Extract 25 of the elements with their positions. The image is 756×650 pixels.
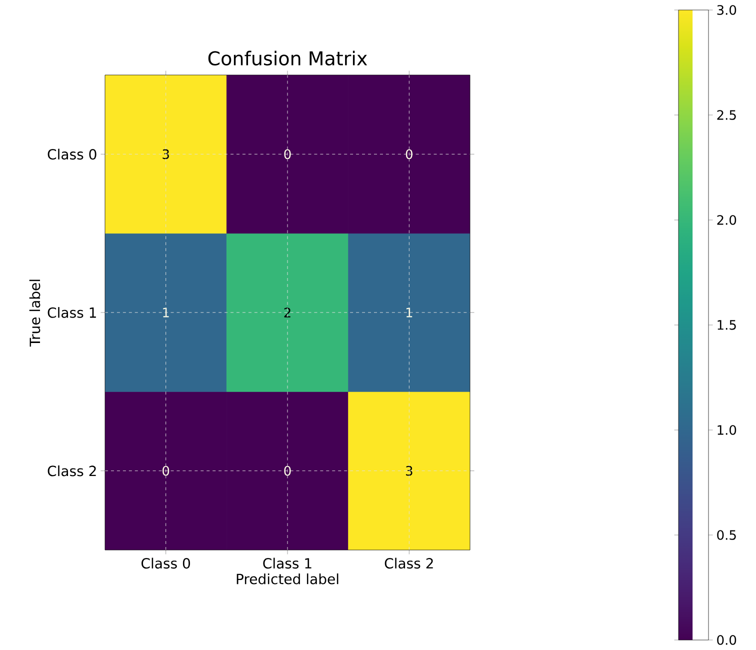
data-label: 2: [284, 308, 290, 318]
data-label: 1: [163, 308, 169, 318]
color-bar-label: 2.5: [717, 110, 736, 120]
color-bar-label: 0.5: [717, 530, 736, 540]
data-label: 1: [406, 308, 412, 318]
x-tick-label: Class 2: [384, 558, 433, 569]
x-axis-title: Predicted label: [236, 573, 338, 584]
y-tick-label: Class 1: [48, 307, 96, 318]
color-bar-label: 3.0: [717, 5, 736, 15]
data-label: 0: [406, 149, 412, 160]
data-label: 0: [162, 466, 170, 476]
color-bar-label: 1.0: [718, 425, 736, 435]
data-label: 3: [406, 466, 412, 476]
color-bar-label: 0.0: [717, 635, 736, 645]
color-bar-label: 2.0: [717, 215, 736, 225]
chart-title: Confusion Matrix: [208, 50, 368, 66]
color-bar-label: 1.5: [718, 320, 736, 330]
data-label: 3: [162, 149, 169, 160]
y-tick-label: Class 2: [48, 465, 96, 476]
data-label: 0: [284, 466, 291, 476]
y-axis-title: True label: [29, 280, 40, 347]
y-tick-label: Class 0: [48, 148, 96, 160]
x-tick-label: Class 0: [142, 558, 190, 569]
data-label: 0: [284, 149, 291, 160]
x-tick-label: Class 1: [263, 558, 312, 569]
